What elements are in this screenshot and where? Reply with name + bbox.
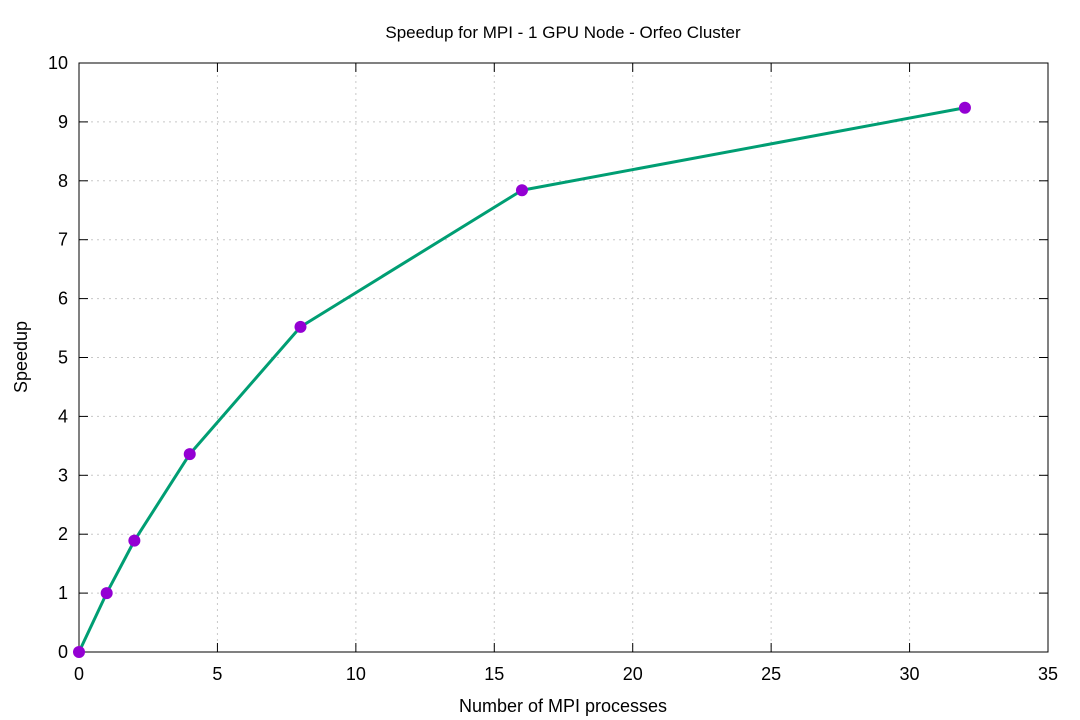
data-point xyxy=(73,646,85,658)
y-tick-label: 8 xyxy=(58,171,68,191)
x-tick-label: 35 xyxy=(1038,664,1058,684)
y-tick-label: 2 xyxy=(58,524,68,544)
x-tick-label: 30 xyxy=(900,664,920,684)
y-tick-label: 0 xyxy=(58,642,68,662)
x-tick-label: 0 xyxy=(74,664,84,684)
axes: 0 5 10 15 20 25 30 35 0 1 2 3 4 5 6 7 8 9 10 xyxy=(48,53,1058,684)
chart-title: Speedup for MPI - 1 GPU Node - Orfeo Clu… xyxy=(385,23,741,42)
y-tick-label: 10 xyxy=(48,53,68,73)
chart-labels: Speedup for MPI - 1 GPU Node - Orfeo Clu… xyxy=(11,23,741,716)
data-point xyxy=(958,101,971,114)
grid xyxy=(79,63,1048,652)
x-tick-label: 5 xyxy=(212,664,222,684)
x-tick-label: 20 xyxy=(623,664,643,684)
x-tick-label: 15 xyxy=(484,664,504,684)
y-tick-label: 7 xyxy=(58,230,68,250)
data-point xyxy=(294,320,307,333)
y-tick-label: 1 xyxy=(58,583,68,603)
y-tick-label: 5 xyxy=(58,348,68,368)
x-tick-label: 25 xyxy=(761,664,781,684)
y-tick-label: 6 xyxy=(58,289,68,309)
x-tick-label: 10 xyxy=(346,664,366,684)
y-tick-label: 9 xyxy=(58,112,68,132)
data-point xyxy=(128,534,141,547)
data-point xyxy=(183,448,196,461)
plot-frame xyxy=(78,62,1049,653)
x-axis-label: Number of MPI processes xyxy=(459,696,667,716)
data-series xyxy=(73,101,971,658)
data-point xyxy=(100,587,113,600)
data-point xyxy=(515,184,528,197)
y-axis-label: Speedup xyxy=(11,321,31,393)
y-tick-label: 3 xyxy=(58,465,68,485)
y-tick-label: 4 xyxy=(58,406,68,426)
